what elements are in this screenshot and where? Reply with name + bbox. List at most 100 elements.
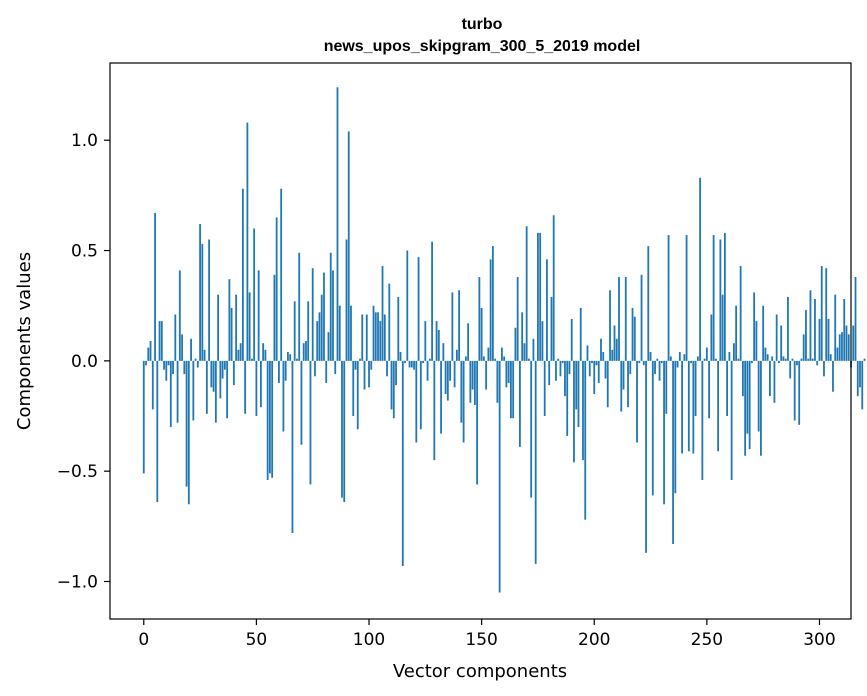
- bar: [642, 360, 645, 366]
- bar: [712, 235, 715, 361]
- y-tick-label: 0.0: [71, 352, 98, 372]
- bar: [854, 277, 857, 361]
- bar: [381, 265, 384, 361]
- bar: [618, 277, 620, 361]
- bar: [239, 343, 242, 361]
- bar: [309, 360, 312, 485]
- bar: [523, 343, 526, 361]
- bar: [455, 349, 458, 361]
- bar: [694, 360, 697, 417]
- bar: [194, 358, 197, 361]
- bar: [406, 250, 409, 361]
- bar: [147, 347, 150, 361]
- bar: [593, 360, 596, 394]
- bar: [320, 294, 323, 361]
- bar: [482, 356, 485, 361]
- bar: [676, 360, 679, 368]
- bar: [561, 360, 564, 364]
- bar: [228, 279, 231, 361]
- bar: [435, 321, 438, 361]
- bar: [501, 347, 503, 361]
- bar: [163, 360, 165, 370]
- bar: [656, 358, 659, 361]
- bar: [264, 349, 267, 361]
- bar: [311, 268, 314, 361]
- bar: [537, 232, 539, 361]
- bar: [278, 360, 280, 383]
- bar: [579, 307, 582, 361]
- bar: [692, 360, 695, 454]
- bar: [160, 321, 163, 361]
- bar: [685, 235, 688, 361]
- bar: [187, 360, 190, 505]
- bar: [591, 360, 593, 364]
- bar: [791, 358, 794, 361]
- bar: [399, 352, 402, 361]
- chart-subtitle: news_upos_skipgram_300_5_2019 model: [324, 38, 641, 55]
- bar: [433, 360, 436, 461]
- x-tick-label: 250: [691, 630, 723, 650]
- bar: [404, 360, 406, 364]
- bar: [512, 360, 515, 419]
- bar: [690, 360, 692, 364]
- bar: [413, 360, 415, 370]
- bar: [451, 292, 454, 361]
- bar: [615, 338, 618, 361]
- y-axis: 1.0 0.5 0.0 −0.5 −1.0: [57, 131, 110, 592]
- bar: [284, 360, 287, 381]
- bar: [751, 360, 753, 364]
- bar: [296, 358, 298, 361]
- bar: [595, 360, 598, 366]
- bar: [262, 343, 265, 361]
- bar: [494, 358, 497, 361]
- bar: [174, 314, 177, 361]
- bar: [640, 274, 643, 361]
- bar: [167, 360, 170, 366]
- bar: [151, 360, 154, 410]
- bar: [471, 360, 474, 390]
- bar: [771, 356, 774, 361]
- bar: [226, 360, 229, 419]
- bar: [444, 360, 447, 394]
- bar: [489, 259, 492, 361]
- bar: [789, 360, 792, 379]
- bar: [250, 358, 253, 361]
- bar: [246, 122, 249, 361]
- bar: [705, 347, 708, 361]
- bar: [305, 341, 307, 361]
- bar: [363, 360, 366, 390]
- plot-frame: [109, 62, 852, 620]
- bar: [334, 360, 337, 375]
- bar: [370, 360, 373, 370]
- bar: [820, 265, 823, 361]
- bar: [462, 360, 465, 443]
- bar: [419, 360, 422, 430]
- bar: [834, 294, 837, 361]
- bar: [352, 360, 355, 417]
- bar: [609, 290, 611, 361]
- bar: [496, 360, 499, 403]
- bar: [546, 259, 548, 361]
- bar: [291, 360, 294, 533]
- bar: [181, 334, 183, 361]
- bar: [253, 228, 256, 361]
- bar: [728, 352, 731, 361]
- bar: [649, 352, 652, 361]
- bar: [699, 177, 701, 361]
- bar: [613, 325, 616, 361]
- bar: [811, 358, 814, 361]
- bar: [703, 358, 706, 361]
- bar: [744, 360, 747, 456]
- bar: [356, 360, 359, 430]
- bar: [302, 343, 305, 361]
- bar: [566, 360, 569, 436]
- bar: [737, 358, 740, 361]
- bar: [814, 299, 816, 361]
- bar: [255, 360, 258, 417]
- bar: [827, 318, 830, 361]
- bar: [437, 329, 440, 361]
- y-tick-label: −0.5: [57, 462, 98, 482]
- bar: [809, 290, 812, 361]
- bar: [473, 360, 476, 405]
- bar: [516, 277, 519, 361]
